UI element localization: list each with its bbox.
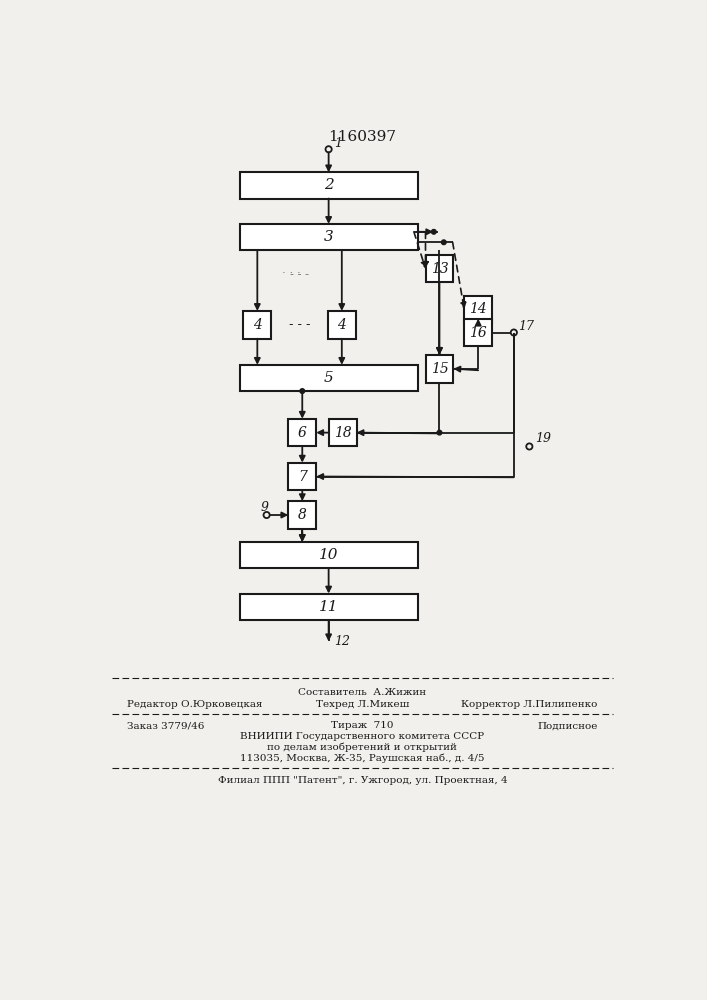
Text: - - -: - - - bbox=[289, 318, 310, 331]
FancyBboxPatch shape bbox=[464, 296, 492, 323]
Text: Корректор Л.Пилипенко: Корректор Л.Пилипенко bbox=[461, 700, 597, 709]
Text: ВНИИПИ Государственного комитета СССР: ВНИИПИ Государственного комитета СССР bbox=[240, 732, 484, 741]
Text: 113035, Москва, Ж-35, Раушская наб., д. 4/5: 113035, Москва, Ж-35, Раушская наб., д. … bbox=[240, 754, 484, 763]
FancyBboxPatch shape bbox=[240, 594, 418, 620]
Text: 1160397: 1160397 bbox=[328, 130, 397, 144]
FancyBboxPatch shape bbox=[288, 419, 316, 446]
Text: 9: 9 bbox=[260, 501, 268, 514]
Text: . . .: . . . bbox=[282, 263, 301, 276]
FancyBboxPatch shape bbox=[464, 319, 492, 346]
Text: - - -: - - - bbox=[290, 269, 309, 279]
FancyBboxPatch shape bbox=[426, 355, 453, 383]
FancyBboxPatch shape bbox=[426, 255, 453, 282]
Text: 2: 2 bbox=[324, 178, 334, 192]
Circle shape bbox=[431, 229, 436, 234]
Circle shape bbox=[441, 240, 446, 245]
Text: Редактор О.Юрковецкая: Редактор О.Юрковецкая bbox=[127, 700, 262, 709]
Text: 4: 4 bbox=[253, 318, 262, 332]
Text: 19: 19 bbox=[535, 432, 551, 445]
Text: 1: 1 bbox=[334, 137, 342, 150]
Text: 4: 4 bbox=[337, 318, 346, 332]
Text: по делам изобретений и открытий: по делам изобретений и открытий bbox=[267, 743, 457, 752]
Text: 16: 16 bbox=[469, 326, 487, 340]
Text: Филиал ППП "Патент", г. Ужгород, ул. Проектная, 4: Филиал ППП "Патент", г. Ужгород, ул. Про… bbox=[218, 776, 507, 785]
FancyBboxPatch shape bbox=[240, 224, 418, 250]
Text: Составитель  А.Жижин: Составитель А.Жижин bbox=[298, 688, 426, 697]
Text: 15: 15 bbox=[431, 362, 448, 376]
FancyBboxPatch shape bbox=[243, 311, 271, 339]
Text: 5: 5 bbox=[324, 371, 334, 385]
Text: 12: 12 bbox=[334, 635, 350, 648]
Text: 7: 7 bbox=[298, 470, 307, 484]
Text: 18: 18 bbox=[334, 426, 351, 440]
FancyBboxPatch shape bbox=[328, 311, 356, 339]
Text: Тираж  710: Тираж 710 bbox=[331, 721, 394, 730]
Text: 11: 11 bbox=[319, 600, 339, 614]
FancyBboxPatch shape bbox=[288, 501, 316, 529]
Text: Техред Л.Микеш: Техред Л.Микеш bbox=[315, 700, 409, 709]
Text: Подписное: Подписное bbox=[537, 721, 597, 730]
Text: 3: 3 bbox=[324, 230, 334, 244]
FancyBboxPatch shape bbox=[240, 365, 418, 391]
Text: 13: 13 bbox=[431, 262, 448, 276]
Text: 6: 6 bbox=[298, 426, 307, 440]
Text: 8: 8 bbox=[298, 508, 307, 522]
Text: Заказ 3779/46: Заказ 3779/46 bbox=[127, 721, 204, 730]
FancyBboxPatch shape bbox=[288, 463, 316, 490]
FancyBboxPatch shape bbox=[329, 419, 356, 446]
Text: 10: 10 bbox=[319, 548, 339, 562]
Circle shape bbox=[300, 389, 305, 393]
Circle shape bbox=[437, 430, 442, 435]
FancyBboxPatch shape bbox=[240, 172, 418, 199]
FancyBboxPatch shape bbox=[240, 542, 418, 568]
Text: 17: 17 bbox=[518, 320, 534, 333]
Text: 14: 14 bbox=[469, 302, 487, 316]
